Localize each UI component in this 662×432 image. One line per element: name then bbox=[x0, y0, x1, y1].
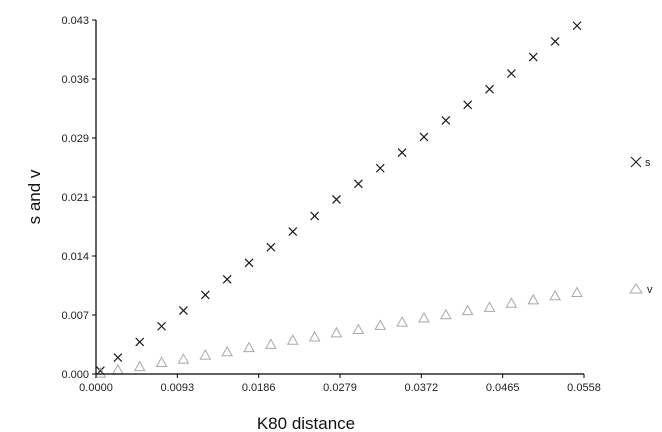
s-point bbox=[222, 274, 232, 284]
y-tick-label: 0.007 bbox=[61, 310, 89, 322]
v-point bbox=[505, 297, 518, 308]
v-point bbox=[94, 367, 107, 378]
s-point bbox=[572, 21, 582, 31]
v-point bbox=[177, 353, 190, 364]
series-v-points bbox=[94, 286, 583, 378]
x-tick-label: 0.0558 bbox=[567, 382, 601, 394]
x-tick-label: 0.0000 bbox=[79, 382, 113, 394]
y-tick-label: 0.029 bbox=[61, 133, 89, 145]
legend-label-v: v bbox=[647, 284, 653, 296]
x-axis-title: K80 distance bbox=[257, 414, 355, 432]
s-point bbox=[200, 290, 210, 300]
s-point bbox=[244, 258, 254, 268]
y-tick-label: 0.021 bbox=[61, 192, 89, 204]
y-tick-label: 0.000 bbox=[61, 369, 89, 381]
v-point bbox=[155, 356, 168, 367]
s-point bbox=[113, 353, 123, 362]
series-s-points bbox=[95, 21, 582, 376]
v-point bbox=[308, 330, 321, 342]
v-point bbox=[221, 345, 234, 357]
s-point bbox=[397, 148, 407, 157]
s-point bbox=[528, 52, 538, 62]
y-tick-label: 0.043 bbox=[61, 15, 89, 27]
s-point bbox=[419, 132, 429, 142]
x-tick-label: 0.0372 bbox=[405, 382, 439, 394]
y-tick-label: 0.036 bbox=[61, 74, 89, 86]
x-tick-label: 0.0186 bbox=[242, 382, 276, 394]
v-point bbox=[112, 363, 124, 375]
s-point bbox=[266, 242, 276, 252]
s-point bbox=[485, 84, 494, 94]
x-tick-label: 0.0279 bbox=[323, 382, 357, 394]
v-point bbox=[527, 293, 540, 305]
s-point bbox=[288, 227, 298, 237]
v-point bbox=[330, 326, 343, 338]
v-point bbox=[265, 338, 277, 349]
s-point bbox=[135, 337, 145, 347]
v-point bbox=[352, 323, 365, 335]
s-point bbox=[353, 179, 363, 189]
s-point bbox=[310, 211, 320, 221]
v-point bbox=[439, 308, 452, 320]
s-point bbox=[179, 306, 188, 316]
v-point bbox=[483, 301, 496, 312]
x-axis-ticks: 0.0000 0.0093 0.0186 0.0279 0.0372 0.0465 0.05… bbox=[79, 374, 601, 394]
legend-marker-v bbox=[629, 283, 643, 294]
s-point bbox=[375, 163, 385, 173]
legend-marker-s bbox=[630, 156, 642, 168]
v-point bbox=[549, 289, 561, 301]
v-point bbox=[199, 349, 212, 360]
v-point bbox=[133, 360, 146, 372]
s-point bbox=[506, 69, 516, 78]
v-point bbox=[418, 311, 430, 323]
s-point bbox=[550, 36, 560, 46]
v-point bbox=[461, 304, 474, 316]
s-point bbox=[332, 195, 341, 204]
legend-label-s: s bbox=[645, 157, 651, 169]
v-point bbox=[243, 341, 255, 353]
v-point bbox=[396, 316, 408, 327]
x-tick-label: 0.0465 bbox=[486, 382, 520, 394]
y-axis-ticks: 0.000 0.007 0.014 0.021 0.029 0.036 0.043 bbox=[61, 15, 96, 381]
s-point bbox=[441, 116, 451, 125]
v-point bbox=[571, 286, 583, 297]
v-point bbox=[286, 334, 299, 345]
legend: s v bbox=[629, 156, 653, 296]
y-axis-title: s and v bbox=[25, 169, 44, 224]
s-point bbox=[463, 100, 473, 110]
y-tick-label: 0.014 bbox=[61, 251, 89, 263]
v-point bbox=[374, 319, 387, 330]
x-tick-label: 0.0093 bbox=[161, 382, 195, 394]
s-point bbox=[157, 321, 167, 331]
